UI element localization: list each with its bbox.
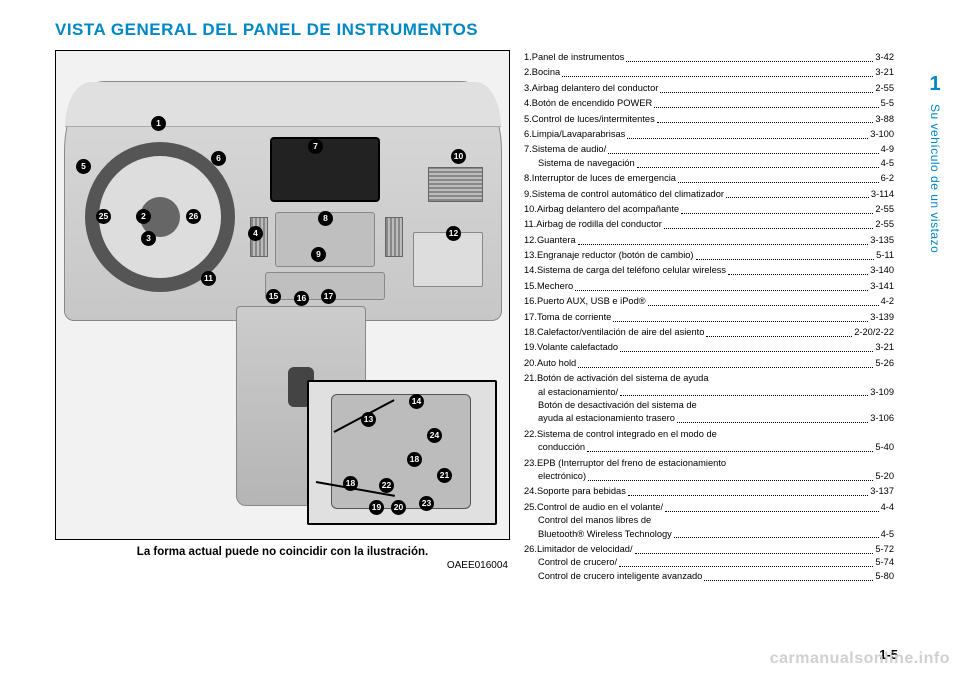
callout-23: 23 <box>419 496 434 511</box>
toc-item: 18. Calefactor/ventilación de aire del a… <box>524 327 894 339</box>
toc-item: 9. Sistema de control automático del cli… <box>524 189 894 201</box>
callout-5: 5 <box>76 159 91 174</box>
callout-26: 26 <box>186 209 201 224</box>
center-screen-shape <box>270 137 380 202</box>
toc-subitem: Botón de desactivación del sistema de <box>524 400 894 412</box>
callout-12: 12 <box>446 226 461 241</box>
page-title: VISTA GENERAL DEL PANEL DE INSTRUMENTOS <box>55 20 905 40</box>
figure-code: OAEE016004 <box>55 560 510 571</box>
toc-subitem: conducción5-40 <box>524 442 894 454</box>
callout-18: 18 <box>343 476 358 491</box>
toc-subitem: Sistema de navegación4-5 <box>524 158 894 170</box>
callout-15: 15 <box>266 289 281 304</box>
callout-13: 13 <box>361 412 376 427</box>
toc-item: 2. Bocina3-21 <box>524 67 894 79</box>
toc-item: 21. Botón de activación del sistema de a… <box>524 373 894 385</box>
toc-item: 20. Auto hold5-26 <box>524 358 894 370</box>
section-label: Su vehículo de un vistazo <box>928 104 942 253</box>
toc-subitem: Bluetooth® Wireless Technology4-5 <box>524 529 894 541</box>
toc-item: 10. Airbag delantero del acompañante2-55 <box>524 204 894 216</box>
toc-subitem: al estacionamiento/3-109 <box>524 387 894 399</box>
toc-item: 15. Mechero3-141 <box>524 281 894 293</box>
toc-item: 16. Puerto AUX, USB e iPod®4-2 <box>524 296 894 308</box>
dashboard-figure: 1234567891011121516172526 13141818192021… <box>55 50 510 540</box>
callout-20: 20 <box>391 500 406 515</box>
toc-subitem: Control de crucero inteligente avanzado5… <box>524 571 894 583</box>
toc-item: 4. Botón de encendido POWER5-5 <box>524 98 894 110</box>
callout-17: 17 <box>321 289 336 304</box>
toc-list: 1. Panel de instrumentos3-42 2. Bocina3-2… <box>524 50 894 586</box>
callout-11: 11 <box>201 271 216 286</box>
toc-item: 13. Engranaje reductor (botón de cambio)… <box>524 250 894 262</box>
toc-item: 26. Limitador de velocidad/5-72 <box>524 544 894 556</box>
dashboard-illustration <box>64 81 502 321</box>
section-tab: 1 Su vehículo de un vistazo <box>920 70 950 630</box>
callout-2: 2 <box>136 209 151 224</box>
inset-figure: 13 14 18 18 19 20 21 22 23 24 <box>307 380 497 525</box>
section-number: 1 <box>923 70 947 98</box>
toc-item: 1. Panel de instrumentos3-42 <box>524 52 894 64</box>
toc-item: 19. Volante calefactado3-21 <box>524 342 894 354</box>
callout-14: 14 <box>409 394 424 409</box>
toc-item: 12. Guantera3-135 <box>524 235 894 247</box>
toc-subitem: electrónico)5-20 <box>524 471 894 483</box>
content-row: 1234567891011121516172526 13141818192021… <box>55 50 905 586</box>
toc-item: 14. Sistema de carga del teléfono celula… <box>524 265 894 277</box>
toc-item: 5. Control de luces/intermitentes3-88 <box>524 114 894 126</box>
toc-item: 25. Control de audio en el volante/4-4 <box>524 502 894 514</box>
callout-9: 9 <box>311 247 326 262</box>
toc-subitem: Control del manos libres de <box>524 515 894 527</box>
figure-column: 1234567891011121516172526 13141818192021… <box>55 50 510 586</box>
toc-item: 24. Soporte para bebidas3-137 <box>524 486 894 498</box>
callout-22: 22 <box>379 478 394 493</box>
callout-8: 8 <box>318 211 333 226</box>
callout-7: 7 <box>308 139 323 154</box>
toc-item: 7. Sistema de audio/4-9 <box>524 144 894 156</box>
callout-1: 1 <box>151 116 166 131</box>
callout-21: 21 <box>437 468 452 483</box>
callout-19: 19 <box>369 500 384 515</box>
callout-6: 6 <box>211 151 226 166</box>
callout-4: 4 <box>248 226 263 241</box>
toc-item: 3. Airbag delantero del conductor2-55 <box>524 83 894 95</box>
callout-10: 10 <box>451 149 466 164</box>
figure-caption: La forma actual puede no coincidir con l… <box>55 546 510 558</box>
toc-item: 11. Airbag de rodilla del conductor2-55 <box>524 219 894 231</box>
callout-16: 16 <box>294 291 309 306</box>
toc-item: 8. Interruptor de luces de emergencia6-2 <box>524 173 894 185</box>
callout-25: 25 <box>96 209 111 224</box>
callout-18: 18 <box>407 452 422 467</box>
toc-item: 17. Toma de corriente3-139 <box>524 312 894 324</box>
toc-subitem: ayuda al estacionamiento trasero3-106 <box>524 413 894 425</box>
toc-item: 23. EPB (Interruptor del freno de estaci… <box>524 458 894 470</box>
toc-subitem: Control de crucero/5-74 <box>524 557 894 569</box>
watermark-text: carmanualsonline.info <box>770 650 950 668</box>
toc-item: 6. Limpia/Lavaparabrisas3-100 <box>524 129 894 141</box>
callout-24: 24 <box>427 428 442 443</box>
callout-3: 3 <box>141 231 156 246</box>
toc-item: 22. Sistema de control integrado en el m… <box>524 429 894 441</box>
